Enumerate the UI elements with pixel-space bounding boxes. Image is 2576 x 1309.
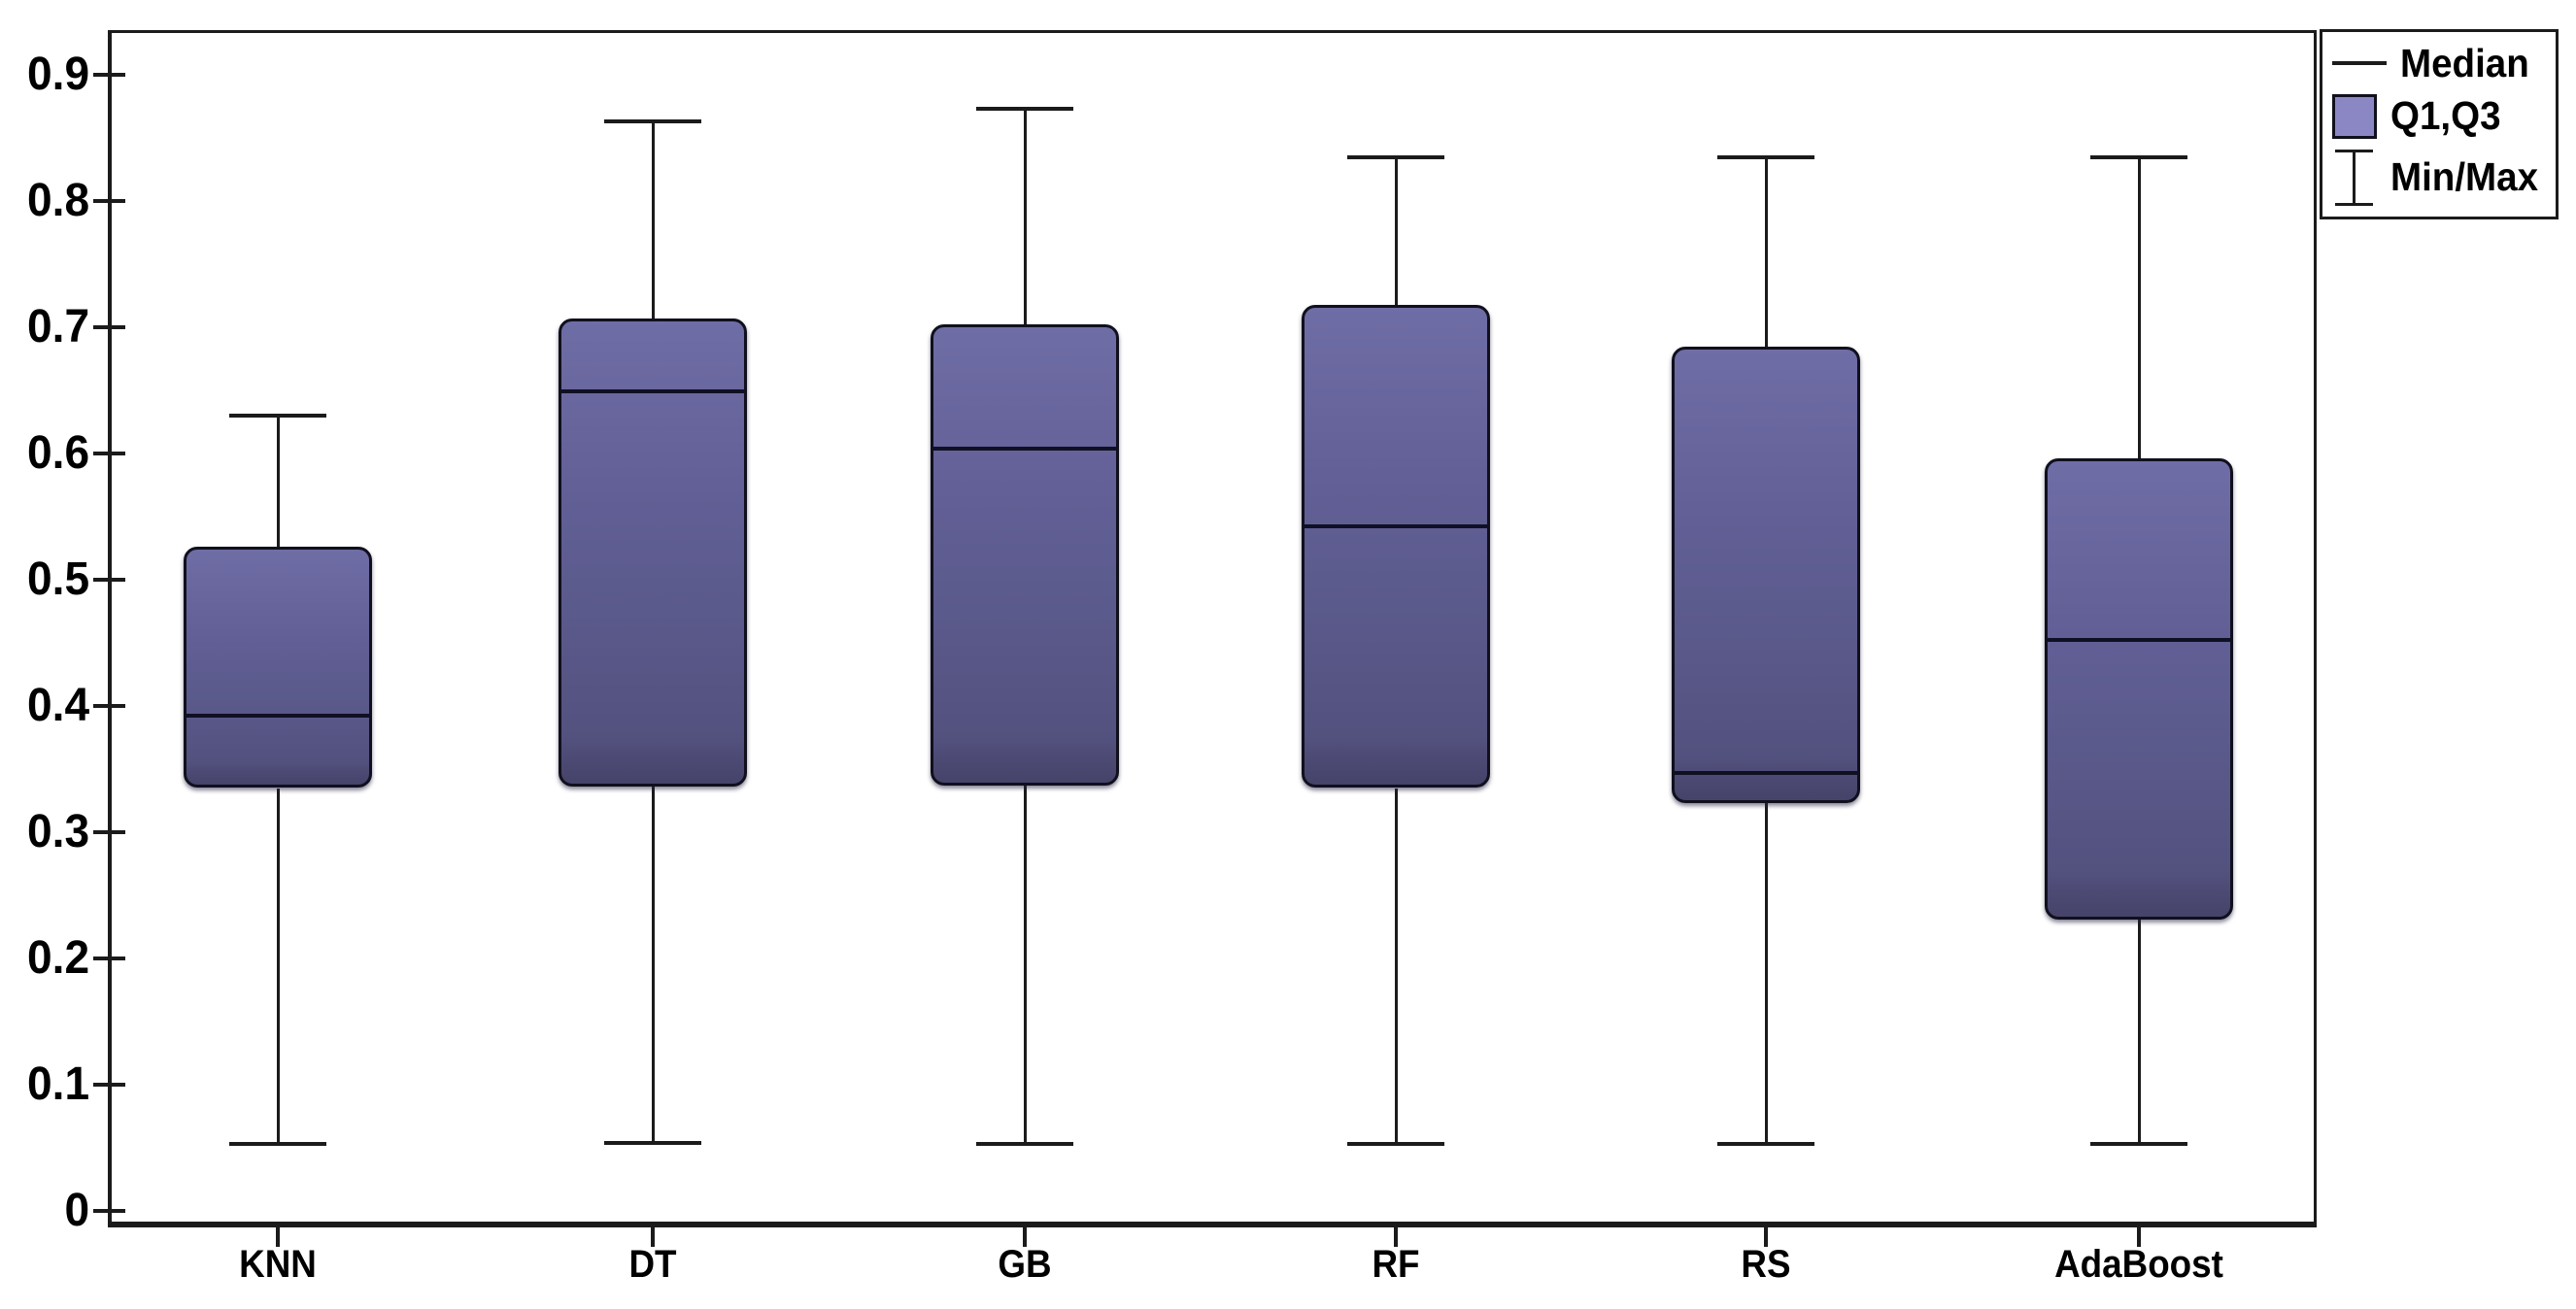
y-tick-label-0.2: 0.2 (27, 932, 90, 984)
max-cap-KNN (229, 414, 326, 418)
x-axis-tick-RS (1764, 1222, 1768, 1247)
y-tick-label-0.5: 0.5 (27, 554, 90, 605)
iqr-box-AdaBoost (2045, 458, 2233, 920)
whisker-upper-AdaBoost (2137, 156, 2141, 459)
y-tick-label-0.8: 0.8 (27, 175, 90, 226)
median-line-DT (560, 389, 745, 394)
legend-label-minmax: Min/Max (2390, 154, 2539, 199)
y-tick-label-0.7: 0.7 (27, 301, 90, 352)
y-axis-tick (93, 73, 125, 77)
legend-label-quartiles: Q1,Q3 (2390, 93, 2501, 138)
y-axis-tick (93, 957, 125, 960)
y-tick-label-0.1: 0.1 (27, 1058, 90, 1110)
whisker-upper-RF (1394, 156, 1398, 305)
min-cap-KNN (229, 1142, 326, 1147)
whisker-upper-KNN (276, 416, 280, 548)
max-cap-DT (604, 119, 701, 124)
x-tick-label-RF: RF (1372, 1243, 1420, 1286)
minmax-whisker-icon (2332, 149, 2377, 206)
median-line-RS (1674, 770, 1858, 775)
y-axis-tick (93, 578, 125, 582)
whisker-lower-RF (1394, 788, 1398, 1145)
whisker-upper-DT (651, 121, 655, 319)
y-axis-tick (93, 830, 125, 834)
median-line-icon (2332, 61, 2387, 65)
x-tick-label-GB: GB (998, 1243, 1052, 1286)
iqr-box-RS (1672, 346, 1860, 804)
whisker-upper-RS (1764, 156, 1768, 347)
median-line-AdaBoost (2047, 638, 2231, 643)
x-tick-label-DT: DT (628, 1243, 677, 1286)
whisker-lower-AdaBoost (2137, 919, 2141, 1145)
legend-item-minmax: Min/Max (2332, 149, 2546, 206)
iqr-box-KNN (184, 547, 372, 789)
whisker-lower-DT (651, 787, 655, 1143)
min-cap-AdaBoost (2090, 1142, 2187, 1147)
y-tick-label-0.6: 0.6 (27, 427, 90, 479)
x-tick-label-RS: RS (1741, 1243, 1791, 1286)
whisker-upper-GB (1023, 109, 1027, 325)
legend-item-median: Median (2332, 40, 2546, 85)
y-axis-tick (93, 452, 125, 455)
x-axis-tick-RF (1394, 1222, 1398, 1247)
min-cap-RS (1717, 1142, 1814, 1147)
iqr-box-DT (559, 318, 747, 788)
max-cap-GB (976, 107, 1073, 112)
y-axis-tick (93, 1209, 125, 1213)
median-line-GB (932, 446, 1117, 451)
legend-item-quartiles: Q1,Q3 (2332, 93, 2546, 139)
plot-area (108, 30, 2317, 1227)
iqr-box-RF (1302, 304, 1490, 789)
min-cap-GB (976, 1142, 1073, 1147)
x-axis-tick-GB (1023, 1222, 1027, 1247)
y-tick-label-0.9: 0.9 (27, 49, 90, 100)
min-cap-RF (1347, 1142, 1444, 1147)
min-cap-DT (604, 1140, 701, 1145)
y-axis-tick (93, 1083, 125, 1087)
x-tick-label-KNN: KNN (239, 1243, 317, 1286)
y-tick-label-0.3: 0.3 (27, 806, 90, 857)
whisker-lower-RS (1764, 803, 1768, 1145)
x-axis-tick-KNN (276, 1222, 280, 1247)
median-line-RF (1304, 524, 1488, 529)
y-axis-tick (93, 325, 125, 329)
quartile-box-icon (2332, 93, 2377, 139)
x-axis-tick-DT (651, 1222, 655, 1247)
whisker-lower-KNN (276, 788, 280, 1145)
max-cap-RS (1717, 154, 1814, 159)
legend-label-median: Median (2400, 40, 2529, 85)
x-tick-label-AdaBoost: AdaBoost (2054, 1243, 2223, 1286)
iqr-box-GB (931, 324, 1119, 786)
x-axis-tick-AdaBoost (2137, 1222, 2141, 1247)
y-tick-label-0.4: 0.4 (27, 680, 90, 731)
whisker-lower-GB (1023, 785, 1027, 1145)
y-tick-label-0: 0 (64, 1185, 90, 1236)
y-axis-tick (93, 704, 125, 708)
y-axis-tick (93, 199, 125, 203)
max-cap-AdaBoost (2090, 154, 2187, 159)
max-cap-RF (1347, 154, 1444, 159)
legend: Median Q1,Q3 Min/Max (2320, 29, 2559, 219)
median-line-KNN (186, 714, 370, 719)
